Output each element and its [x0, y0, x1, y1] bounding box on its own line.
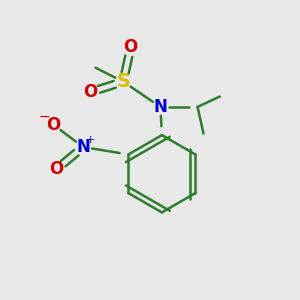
Text: N: N	[76, 138, 90, 156]
Text: N: N	[154, 98, 167, 116]
Text: O: O	[46, 116, 61, 134]
Text: −: −	[39, 110, 50, 124]
Text: S: S	[116, 72, 130, 91]
Text: O: O	[124, 38, 138, 56]
Text: +: +	[86, 135, 95, 145]
Text: O: O	[49, 160, 64, 178]
Text: O: O	[83, 83, 98, 101]
